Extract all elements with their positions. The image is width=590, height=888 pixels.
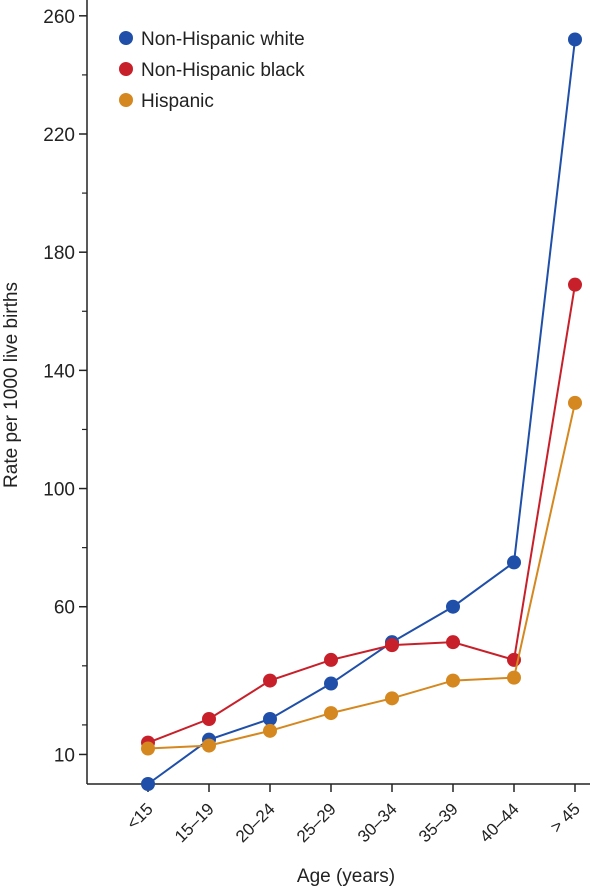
- y-axis-title: Rate per 1000 live births: [1, 282, 22, 488]
- data-point: [446, 635, 460, 650]
- y-tick-label: 180: [43, 243, 75, 264]
- data-point: [507, 555, 521, 570]
- data-point: [568, 277, 582, 292]
- x-tick-label: 35–39: [415, 799, 462, 846]
- x-tick-label: 25–29: [293, 799, 340, 846]
- series-non-hispanic-white: [141, 32, 582, 791]
- data-point: [202, 738, 216, 753]
- data-point: [141, 777, 155, 791]
- x-tick-label: 30–34: [354, 799, 401, 846]
- data-point: [141, 741, 155, 756]
- data-point: [263, 723, 277, 738]
- x-tick-label: > 45: [547, 799, 584, 836]
- data-point: [385, 691, 399, 706]
- x-tick-label: 40–44: [476, 799, 523, 846]
- y-tick-label: 260: [43, 7, 75, 28]
- legend: Non-Hispanic white Non-Hispanic black Hisp…: [119, 29, 305, 112]
- data-point: [263, 673, 277, 688]
- data-point: [202, 712, 216, 726]
- x-axis-title: Age (years): [297, 866, 395, 887]
- y-tick-label: 100: [43, 480, 75, 501]
- series-hispanic: [141, 395, 582, 756]
- y-tick-label: 60: [54, 598, 75, 619]
- data-point: [446, 599, 460, 614]
- data-point: [385, 638, 399, 653]
- legend-marker: [119, 93, 133, 107]
- data-point: [324, 676, 338, 691]
- series-line: [147, 402, 576, 750]
- legend-label: Non-Hispanic black: [141, 60, 305, 81]
- legend-label: Hispanic: [141, 91, 214, 112]
- series-line: [147, 284, 576, 744]
- x-tick-label: <15: [123, 799, 157, 833]
- data-point: [324, 652, 338, 667]
- data-point: [263, 712, 277, 726]
- y-tick-label: 220: [43, 125, 75, 146]
- series-line: [147, 39, 576, 785]
- data-point: [324, 706, 338, 721]
- data-point: [568, 32, 582, 47]
- series-layer: [141, 32, 582, 791]
- x-tick-label: 20–24: [232, 799, 279, 846]
- y-tick-label: 10: [54, 745, 75, 766]
- legend-marker: [119, 31, 133, 45]
- axes: 10 60 100 140 180 220 260 <15 15–19 20–24 25–29 30–…: [43, 0, 590, 846]
- data-point: [568, 395, 582, 410]
- x-tick-label: 15–19: [171, 799, 218, 846]
- legend-label: Non-Hispanic white: [141, 29, 305, 50]
- legend-marker: [119, 62, 133, 76]
- y-tick-label: 140: [43, 361, 75, 382]
- data-point: [507, 670, 521, 685]
- data-point: [446, 673, 460, 688]
